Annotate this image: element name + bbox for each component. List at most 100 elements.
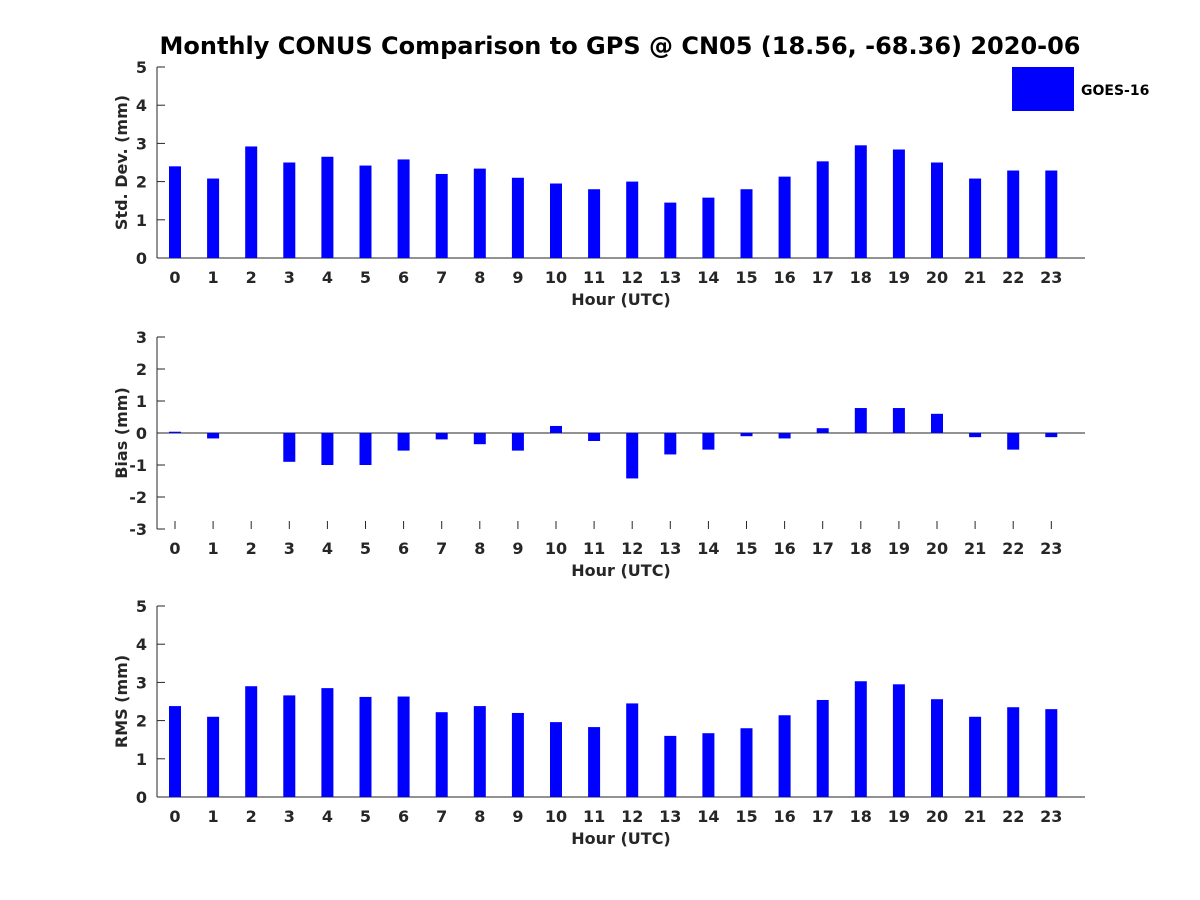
bias-bar-7	[435, 433, 448, 440]
bias-xtick-label: 19	[888, 539, 910, 558]
bias-bar-22	[1007, 433, 1020, 450]
std-dev-x-axis-label: Hour (UTC)	[571, 290, 671, 309]
bias-bar-10	[550, 425, 562, 433]
legend-swatch	[1012, 67, 1074, 111]
std-dev-bar-8	[473, 168, 486, 258]
rms-xtick-label: 14	[697, 807, 719, 826]
bias-bar-11	[588, 433, 601, 441]
std-dev-bar-2	[245, 146, 258, 258]
rms-bar-15	[740, 728, 753, 797]
bias-xtick-label: 12	[621, 539, 643, 558]
rms-xtick-label: 15	[735, 807, 757, 826]
bias-xtick-label: 1	[208, 539, 219, 558]
bias-bar-19	[892, 408, 905, 433]
std-dev-bar-21	[969, 178, 982, 258]
std-dev-bar-20	[931, 162, 943, 258]
std-dev-xtick-label: 1	[208, 268, 219, 287]
std-dev-bar-0	[169, 166, 181, 258]
std-dev-xtick-label: 5	[360, 268, 371, 287]
std-dev-bar-16	[778, 176, 791, 258]
bias-xtick-label: 11	[583, 539, 605, 558]
rms-bar-22	[1007, 707, 1020, 797]
legend-label: GOES-16	[1081, 83, 1149, 99]
std-dev-bar-7	[435, 173, 448, 258]
bias-xtick-label: 0	[169, 539, 180, 558]
std-dev-bar-10	[550, 183, 562, 258]
bias-xtick-label: 6	[398, 539, 409, 558]
bias-ytick-label: 2	[136, 360, 147, 379]
std-dev-bar-18	[854, 145, 867, 258]
std-dev-xtick-label: 4	[322, 268, 333, 287]
std-dev-xtick-label: 23	[1040, 268, 1062, 287]
std-dev-xtick-label: 21	[964, 268, 986, 287]
std-dev-y-axis-label: Std. Dev. (mm)	[112, 95, 131, 230]
bias-xtick-label: 16	[773, 539, 795, 558]
bias-bar-5	[359, 433, 372, 465]
std-dev-ytick-label: 4	[136, 96, 147, 115]
rms-xtick-label: 12	[621, 807, 643, 826]
rms-bar-2	[245, 686, 258, 797]
std-dev-xtick-label: 2	[246, 268, 257, 287]
bias-bar-15	[740, 433, 753, 437]
bias-ytick-label: -3	[129, 520, 147, 539]
std-dev-ytick-label: 2	[136, 173, 147, 192]
std-dev-bar-12	[626, 181, 639, 258]
bias-ytick-label: -1	[129, 456, 147, 475]
rms-xtick-label: 7	[436, 807, 447, 826]
std-dev-xtick-label: 22	[1002, 268, 1024, 287]
rms-xtick-label: 16	[773, 807, 795, 826]
std-dev-xtick-label: 10	[545, 268, 567, 287]
std-dev-bar-1	[207, 178, 220, 258]
rms-bar-18	[854, 681, 867, 797]
rms-xtick-label: 18	[850, 807, 872, 826]
rms-xtick-label: 0	[169, 807, 180, 826]
rms-bar-23	[1045, 709, 1058, 797]
rms-xtick-label: 20	[926, 807, 948, 826]
rms-xtick-label: 9	[512, 807, 523, 826]
std-dev-xtick-label: 14	[697, 268, 719, 287]
bias-bar-4	[321, 433, 334, 465]
rms-ytick-label: 5	[136, 597, 147, 616]
bias-bar-13	[664, 433, 677, 455]
bias-xtick-label: 18	[850, 539, 872, 558]
rms-bar-13	[664, 735, 677, 797]
rms-bar-19	[892, 684, 905, 797]
std-dev-xtick-label: 15	[735, 268, 757, 287]
rms-bar-21	[969, 716, 982, 797]
bias-xtick-label: 20	[926, 539, 948, 558]
rms-xtick-label: 6	[398, 807, 409, 826]
std-dev-bar-19	[892, 149, 905, 258]
rms-bar-6	[397, 696, 410, 797]
std-dev-bar-13	[664, 202, 677, 258]
rms-xtick-label: 22	[1002, 807, 1024, 826]
rms-xtick-label: 10	[545, 807, 567, 826]
chart-legend: GOES-16	[1012, 67, 1149, 111]
bias-bar-0	[169, 431, 181, 433]
std-dev-xtick-label: 8	[474, 268, 485, 287]
bias-bar-17	[816, 428, 829, 433]
bias-xtick-label: 3	[284, 539, 295, 558]
std-dev-ytick-label: 3	[136, 134, 147, 153]
std-dev-bar-17	[816, 161, 829, 258]
std-dev-ytick-label: 5	[136, 58, 147, 77]
chart-title: Monthly CONUS Comparison to GPS @ CN05 (…	[160, 32, 1081, 60]
bias-ytick-label: 3	[136, 328, 147, 347]
bias-bar-12	[626, 433, 639, 479]
rms-xtick-label: 13	[659, 807, 681, 826]
bias-bar-23	[1045, 433, 1058, 438]
bias-x-axis-label: Hour (UTC)	[571, 561, 671, 580]
bias-bar-16	[778, 433, 791, 439]
bias-xtick-label: 14	[697, 539, 719, 558]
bias-xtick-label: 7	[436, 539, 447, 558]
bias-bar-14	[702, 433, 715, 450]
bias-ytick-label: 1	[136, 392, 147, 411]
bias-xtick-label: 10	[545, 539, 567, 558]
bias-xtick-label: 5	[360, 539, 371, 558]
rms-xtick-label: 11	[583, 807, 605, 826]
std-dev-xtick-label: 6	[398, 268, 409, 287]
std-dev-xtick-label: 18	[850, 268, 872, 287]
bias-bar-8	[473, 433, 486, 445]
rms-y-axis-label: RMS (mm)	[112, 655, 131, 748]
